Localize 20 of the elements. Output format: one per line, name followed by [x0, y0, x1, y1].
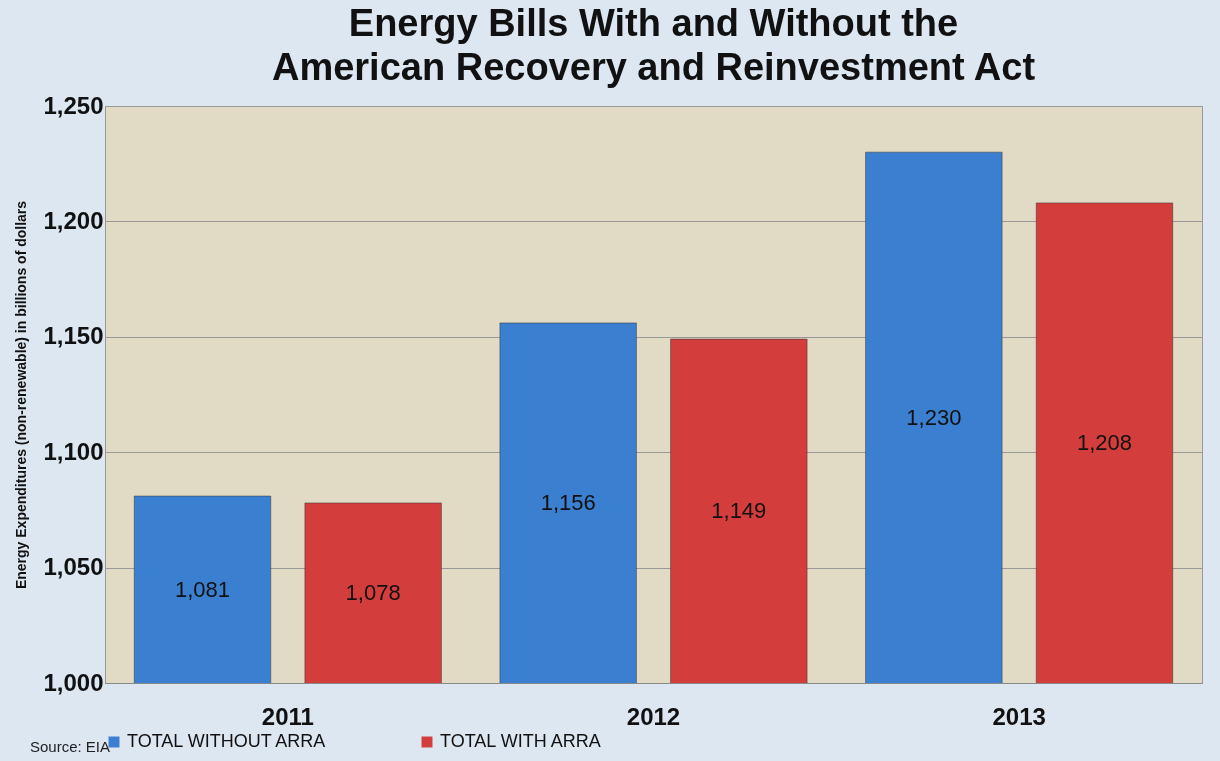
legend-label: TOTAL WITHOUT ARRA	[127, 731, 326, 751]
x-tick-label: 2013	[992, 702, 1046, 730]
y-axis-title: Energy Expenditures (non-renewable) in billions of dollars	[13, 200, 30, 590]
y-tick-label: 1,150	[43, 322, 104, 350]
y-tick-label: 1,050	[43, 553, 104, 581]
data-label: 1,078	[345, 579, 401, 605]
data-label: 1,149	[711, 498, 767, 524]
data-label: 1,156	[540, 489, 596, 515]
chart-title: Energy Bills With and Without the American Recovery and Reinvestment Act	[271, 2, 1036, 88]
data-label: 1,208	[1076, 429, 1133, 455]
legend-label: TOTAL WITH ARRA	[440, 731, 601, 751]
data-label: 1,230	[906, 404, 962, 430]
data-label: 1,081	[174, 576, 231, 602]
y-tick-label: 1,100	[43, 437, 104, 465]
source-note: Source: EIA	[30, 738, 111, 755]
y-tick-label: 1,200	[43, 206, 104, 234]
y-tick-label: 1,000	[43, 668, 104, 696]
y-tick-label: 1,250	[43, 91, 104, 119]
x-tick-label: 2011	[261, 702, 314, 730]
x-tick-label: 2012	[626, 702, 681, 730]
